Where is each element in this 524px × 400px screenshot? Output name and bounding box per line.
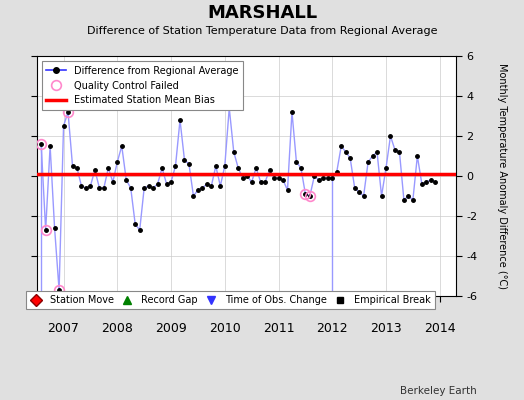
Text: 2013: 2013 bbox=[370, 322, 402, 335]
Legend: Station Move, Record Gap, Time of Obs. Change, Empirical Break: Station Move, Record Gap, Time of Obs. C… bbox=[27, 291, 434, 309]
Text: 2014: 2014 bbox=[424, 322, 455, 335]
Text: 2007: 2007 bbox=[48, 322, 80, 335]
Text: 2008: 2008 bbox=[101, 322, 133, 335]
Text: 2012: 2012 bbox=[316, 322, 348, 335]
Text: 2009: 2009 bbox=[155, 322, 187, 335]
Text: Berkeley Earth: Berkeley Earth bbox=[400, 386, 477, 396]
Text: MARSHALL: MARSHALL bbox=[207, 4, 317, 22]
Text: Difference of Station Temperature Data from Regional Average: Difference of Station Temperature Data f… bbox=[87, 26, 437, 36]
Text: 2010: 2010 bbox=[209, 322, 241, 335]
Legend: Difference from Regional Average, Quality Control Failed, Estimated Station Mean: Difference from Regional Average, Qualit… bbox=[41, 61, 243, 110]
Text: 2011: 2011 bbox=[263, 322, 294, 335]
Y-axis label: Monthly Temperature Anomaly Difference (°C): Monthly Temperature Anomaly Difference (… bbox=[497, 63, 507, 289]
